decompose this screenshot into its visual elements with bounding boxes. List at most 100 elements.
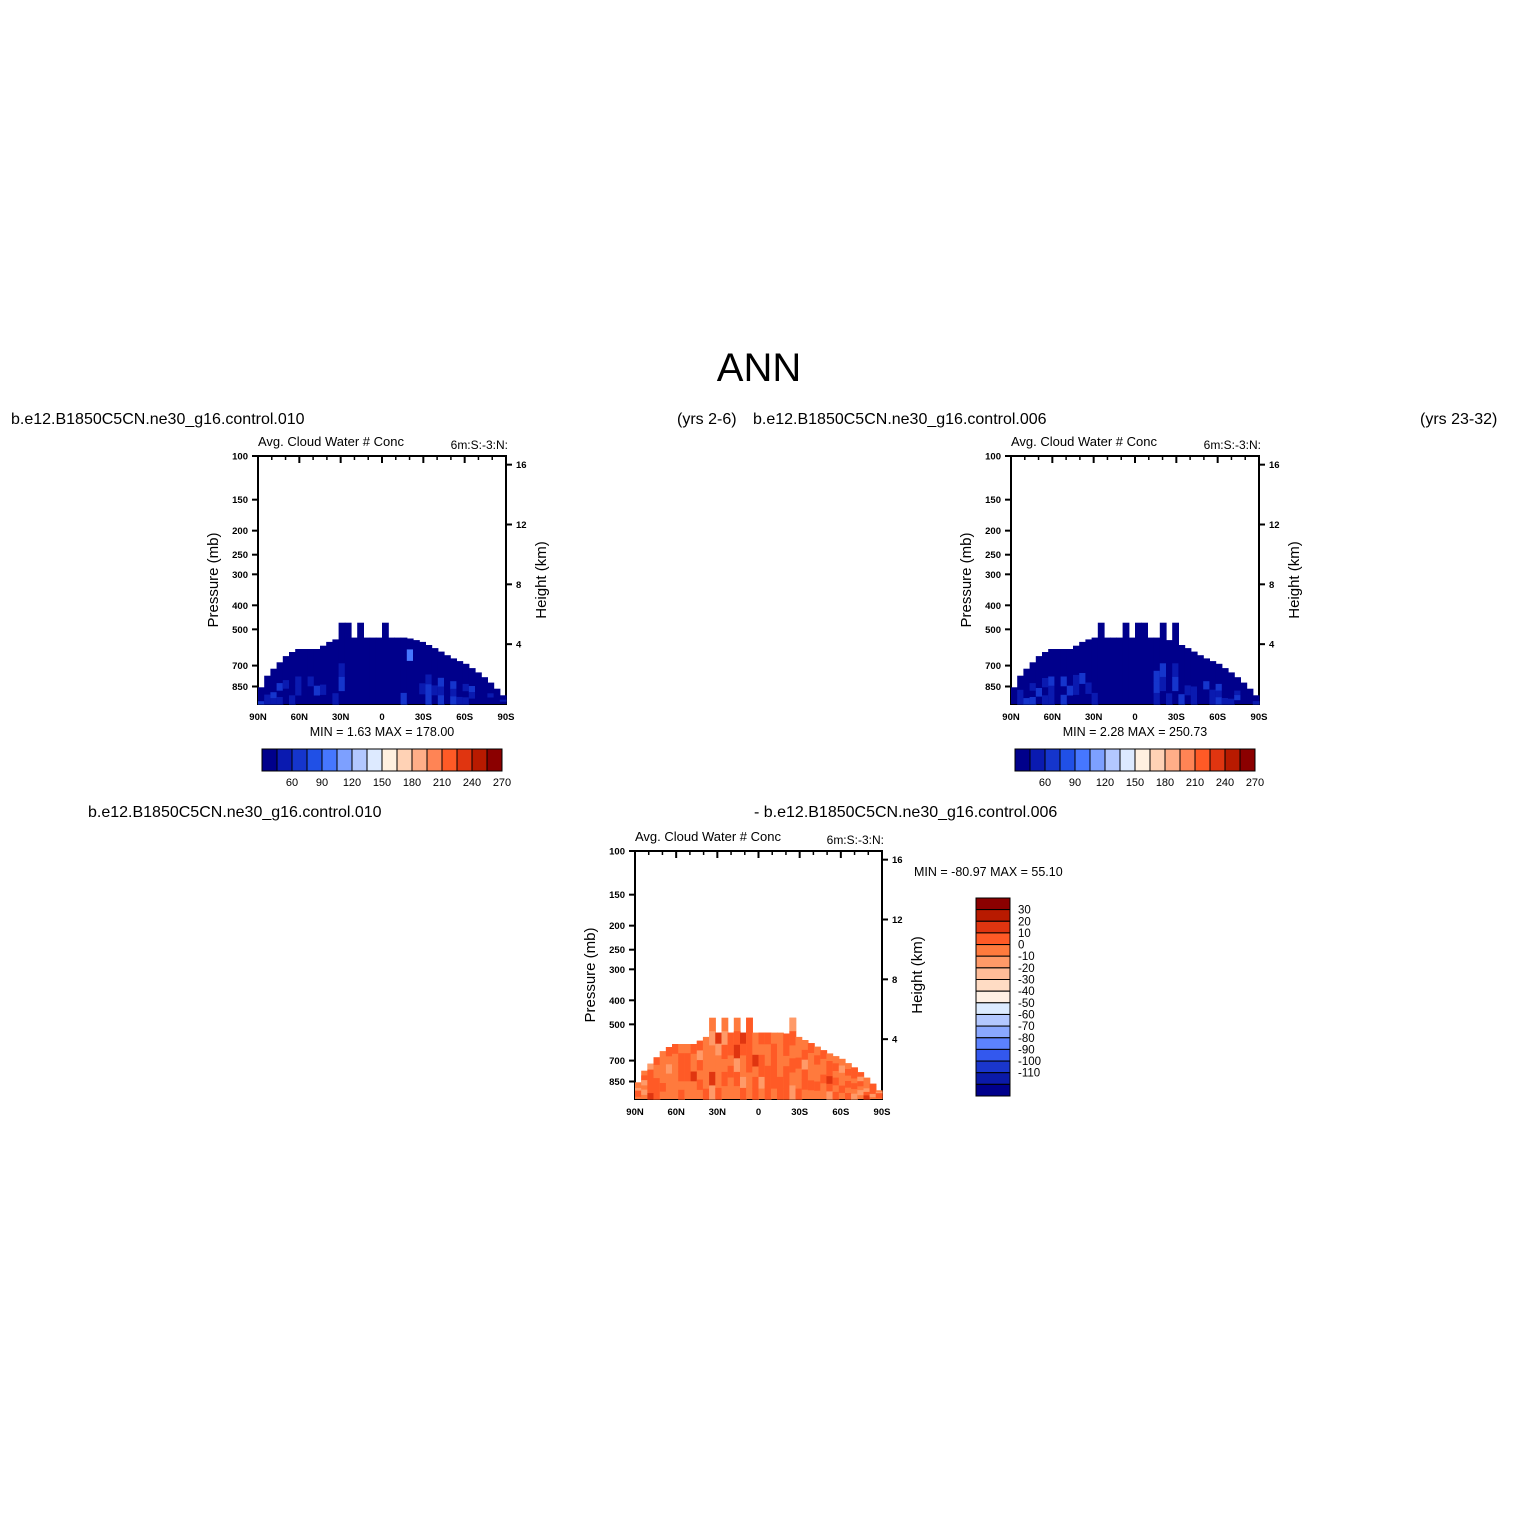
field-patch <box>746 1044 753 1059</box>
top-right-years-label: (yrs 23-32) <box>1420 411 1497 428</box>
field-patch <box>635 1093 642 1097</box>
field-patch <box>1153 692 1161 705</box>
field-column <box>258 687 265 704</box>
field-patch <box>826 1061 834 1070</box>
field-patch <box>1085 682 1093 694</box>
y-right-tick-label: 12 <box>892 915 903 926</box>
colorbar-box <box>411 748 428 772</box>
colorbar-box <box>1179 748 1196 772</box>
field-patch <box>1252 701 1260 704</box>
field-patch <box>1178 694 1186 705</box>
field-top-left <box>258 622 507 705</box>
field-patch <box>647 1087 655 1094</box>
field-patch <box>647 1081 655 1088</box>
colorbar-box <box>1044 748 1061 772</box>
field-patch <box>869 1088 877 1092</box>
field-patch <box>795 1057 803 1069</box>
field-patch <box>845 1093 852 1100</box>
x-tick-label: 60S <box>832 1107 849 1118</box>
field-patch <box>764 1076 772 1089</box>
y-axis-label: Pressure (mb) <box>582 927 599 1022</box>
y-tick-label: 200 <box>609 921 625 932</box>
colorbar-box <box>975 920 1011 934</box>
x-tick-label: 90S <box>1251 712 1268 723</box>
field-patch <box>851 1067 858 1074</box>
field-patch <box>684 1053 692 1063</box>
field-patch <box>307 676 315 687</box>
field-patch <box>437 686 445 696</box>
y-tick-label: 500 <box>985 625 1001 636</box>
colorbar-box <box>975 944 1011 957</box>
field-patch <box>838 1085 846 1093</box>
y-right-tick-label: 4 <box>892 1035 898 1046</box>
field-patch <box>641 1089 648 1095</box>
field-column <box>672 1044 679 1099</box>
field-patch <box>258 701 265 705</box>
field-patch <box>801 1079 809 1090</box>
field-patch <box>1042 678 1049 688</box>
field-patch <box>696 1050 704 1061</box>
field-patch <box>425 694 433 705</box>
field-column <box>709 1017 716 1099</box>
colorbar-label: -80 <box>1018 1033 1035 1045</box>
field-patch <box>764 1087 772 1100</box>
field-patch <box>1017 689 1024 696</box>
field-patch <box>499 699 507 702</box>
field-patch <box>838 1065 846 1073</box>
page-title: ANN <box>717 346 801 390</box>
field-patch <box>746 1058 753 1073</box>
field-patch <box>431 685 439 696</box>
field-patch <box>733 1058 741 1073</box>
top-left-case-label: b.e12.B1850C5CN.ne30_g16.control.010 <box>11 411 305 428</box>
field-patch <box>647 1075 655 1082</box>
stats-text: MIN = -80.97 MAX = 55.10 <box>914 865 1063 879</box>
field-patch <box>702 1088 710 1100</box>
field-patch <box>807 1080 815 1091</box>
field-patch <box>777 1087 784 1100</box>
x-tick-label: 90S <box>498 712 515 723</box>
field-patch <box>727 1032 735 1045</box>
field-column <box>1240 682 1248 704</box>
field-patch <box>857 1081 865 1087</box>
field-patch <box>770 1043 778 1056</box>
field-patch <box>845 1069 852 1076</box>
y-tick-label: 250 <box>232 550 248 561</box>
field-patch <box>863 1095 871 1100</box>
y-tick-label: 300 <box>609 965 625 976</box>
y-right-tick-label: 8 <box>892 975 897 986</box>
field-patch <box>832 1063 840 1071</box>
colorbar-box <box>1029 748 1046 772</box>
top-left-years-label: (yrs 2-6) <box>677 411 737 428</box>
colorbar-label: 270 <box>493 777 511 789</box>
field-patch <box>783 1077 790 1089</box>
field-patch <box>752 1076 760 1089</box>
colorbar-label: -50 <box>1018 998 1035 1010</box>
field-patch <box>690 1044 698 1054</box>
field-patch <box>450 688 457 697</box>
x-tick-label: 60N <box>1044 712 1062 723</box>
field-patch <box>727 1043 735 1056</box>
colorbar-label: -110 <box>1018 1068 1040 1080</box>
y-right-tick-label: 4 <box>1269 640 1275 651</box>
field-patch <box>832 1077 840 1086</box>
field-patch <box>826 1091 834 1100</box>
field-column <box>1246 688 1254 704</box>
field-patch <box>789 1017 797 1032</box>
field-column <box>419 641 426 704</box>
field-patch <box>1066 685 1074 696</box>
field-patch <box>875 1091 883 1094</box>
bottom-case-label-left: b.e12.B1850C5CN.ne30_g16.control.010 <box>88 804 382 821</box>
panels-group: Avg. Cloud Water # Conc 6m:S:-3:N:1001502… <box>205 434 1303 1118</box>
colorbar-box <box>441 748 458 772</box>
field-patch <box>270 698 278 705</box>
colorbar-box <box>351 748 368 772</box>
y-tick-label: 500 <box>232 625 248 636</box>
panel-top-left: Avg. Cloud Water # Conc 6m:S:-3:N: 100 150 2… <box>205 434 550 789</box>
field-patch <box>1215 690 1223 698</box>
field-patch <box>696 1079 704 1090</box>
field-column <box>1209 661 1217 704</box>
y-right-axis-label: Height (km) <box>1286 541 1303 619</box>
field-patch <box>758 1076 766 1089</box>
field-patch <box>1060 694 1068 705</box>
field-patch <box>1073 674 1080 686</box>
